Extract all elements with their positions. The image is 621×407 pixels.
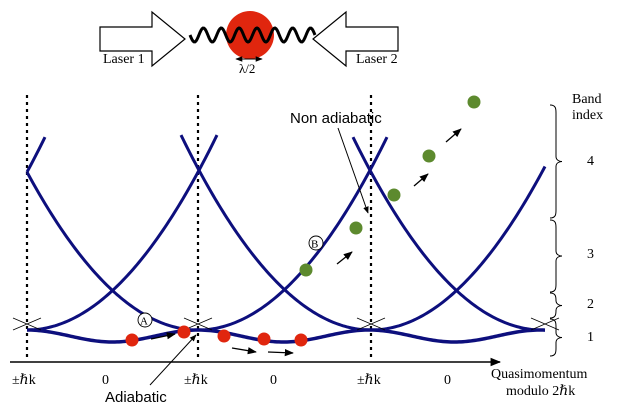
band-index-label: 3 (587, 247, 594, 262)
band-parabola (26, 134, 219, 332)
atom-marker (299, 263, 313, 277)
band-crossing (356, 317, 386, 331)
motion-arrow (231, 347, 257, 355)
band-parabola (179, 134, 547, 332)
marker-a-label: A (140, 316, 148, 328)
adiabatic-label: Adiabatic (105, 389, 167, 406)
marker-b-circle (308, 235, 324, 251)
motion-arrow (336, 251, 353, 265)
band-crossing (530, 317, 560, 331)
x-axis-title: Quasimomentum (491, 367, 588, 382)
energy-bands (12, 134, 560, 344)
band-parabola (351, 136, 546, 332)
wave-icon (188, 26, 317, 44)
atom-marker (217, 329, 231, 343)
atom-marker (177, 325, 191, 339)
x-tick-label: ±ℏk (357, 373, 381, 388)
atom-marker (294, 333, 308, 347)
marker-a-circle (137, 312, 153, 328)
left-arrow-icon (312, 10, 399, 68)
band-index-title: index (572, 108, 603, 123)
non-adiabatic-label: Non adiabatic (290, 110, 382, 127)
band-index: Band index 4 3 2 1 (549, 92, 603, 357)
annotations: Non adiabatic Adiabatic (105, 110, 382, 406)
motion-arrow (150, 332, 176, 340)
x-axis-subtitle: modulo 2ℏk (506, 384, 575, 399)
atom-marker (422, 149, 436, 163)
right-arrow-icon (99, 10, 186, 68)
band-parabola (25, 136, 389, 332)
motion-arrow (445, 128, 462, 143)
zone-boundaries (25, 95, 373, 360)
x-tick-label: ±ℏk (184, 373, 208, 388)
atom-marker (257, 332, 271, 346)
adiabatic-path: A (125, 312, 308, 357)
brace-icon (549, 104, 563, 357)
band-index-label: 4 (587, 154, 594, 169)
atom-marker (125, 333, 139, 347)
atom-icon (226, 11, 274, 59)
adiabatic-pointer (149, 334, 197, 386)
x-axis: ±ℏk 0 ±ℏk 0 ±ℏk 0 Quasimomentum modulo 2… (10, 357, 588, 399)
x-tick-label: ±ℏk (12, 373, 36, 388)
x-tick-label: 0 (102, 373, 109, 388)
non-adiabatic-pointer (337, 127, 369, 214)
laser-1-label: Laser 1 (103, 52, 145, 67)
x-tick-label: 0 (444, 373, 451, 388)
band-index-label: 2 (587, 297, 594, 312)
motion-arrow (267, 349, 294, 357)
band-index-title: Band (572, 92, 602, 107)
ground-band (26, 328, 546, 344)
non-adiabatic-path: B (299, 95, 481, 277)
atom-marker (467, 95, 481, 109)
x-tick-label: 0 (270, 373, 277, 388)
atom-marker (387, 188, 401, 202)
laser-setup: Laser 1 Laser 2 λ/2 (99, 10, 399, 76)
band-crossing (12, 317, 42, 331)
band-parabola (25, 136, 47, 173)
half-wavelength-label: λ/2 (239, 61, 255, 76)
laser-2-label: Laser 2 (356, 52, 398, 67)
marker-b-label: B (311, 239, 318, 251)
atom-marker (349, 221, 363, 235)
band-index-label: 1 (587, 330, 594, 345)
motion-arrow (413, 173, 429, 187)
